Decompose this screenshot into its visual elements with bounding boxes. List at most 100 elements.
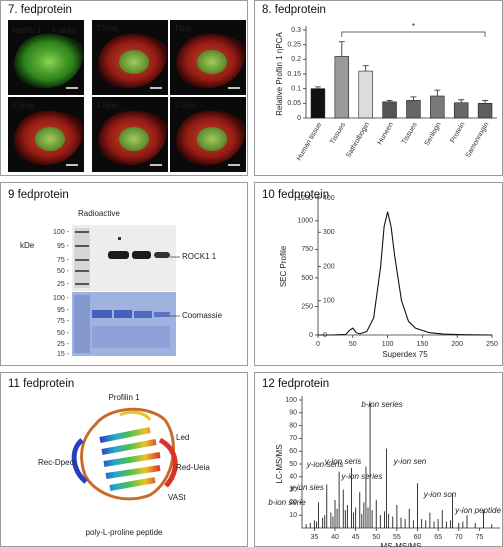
nucleus <box>35 127 65 151</box>
x-tick-label: 75 <box>475 534 483 541</box>
y2-tick-label: 300 <box>323 229 335 236</box>
helix <box>71 438 88 484</box>
panel-title: 12 fedprotein <box>262 378 329 390</box>
beta-sheet <box>99 427 161 491</box>
bar <box>310 88 326 119</box>
x-tick-label: 65 <box>434 534 442 541</box>
peak-annotation: y-ion peptide <box>454 506 501 515</box>
ladder-label: 50 - <box>57 268 70 275</box>
ladder-band <box>75 283 89 285</box>
y2-tick-label: 400 <box>323 195 335 202</box>
peak-annotation: y-ion son <box>423 490 457 499</box>
ladder-label: 75 - <box>57 257 70 264</box>
lane-label: Radioactive <box>78 209 120 218</box>
tile-label: T time <box>96 24 119 33</box>
y-axis-label: LC-MS/MS <box>275 444 284 483</box>
x-tick-label: 35 <box>310 534 318 541</box>
y-axis-label: SEC Profile <box>279 245 288 287</box>
panel-title: 11 fedprotein <box>8 378 74 390</box>
nucleus <box>197 50 227 74</box>
y-tick-label: 100 <box>285 397 297 404</box>
y-tick-label: 30 <box>289 486 297 493</box>
error-bar <box>386 100 393 102</box>
line-series <box>318 211 493 336</box>
gel-band <box>134 311 152 318</box>
y-tick-label: 750 <box>301 246 313 253</box>
significance-bracket <box>341 31 486 37</box>
ladder-label: 100 - <box>53 295 70 302</box>
y-tick-label: 80 <box>289 422 297 429</box>
bar <box>430 95 445 119</box>
x-tick-label: 55 <box>393 534 401 541</box>
ladder-band <box>75 259 89 261</box>
y-tick-label: 20 <box>289 499 297 506</box>
bar <box>334 56 350 119</box>
panel-title: 10 fedprotein <box>262 189 329 201</box>
bar <box>406 100 421 119</box>
x-tick-label: 100 <box>382 341 394 348</box>
y-tick-label: 0 <box>309 332 313 339</box>
ladder-band <box>75 231 89 233</box>
gel-band <box>114 310 132 318</box>
structure-label: Red-Ueia <box>176 463 210 472</box>
ladder-band <box>75 245 89 247</box>
bar <box>477 103 493 119</box>
ladder-label: 100 - <box>53 229 70 236</box>
x-tick-label: 60 <box>414 534 422 541</box>
x-tick-label: 50 <box>349 341 357 348</box>
panel-title: 7. fedprotein <box>8 4 72 16</box>
tile-label: Time <box>174 24 192 33</box>
ribbon-loop <box>80 407 175 501</box>
y-tick-label: 0.1 <box>291 86 301 93</box>
y-tick-label: 0.15 <box>287 71 301 78</box>
x-tick-label: 0 <box>316 341 320 348</box>
ladder-label: 95 - <box>57 307 70 314</box>
tile-label: 1 time <box>96 101 118 110</box>
band-label: ROCK1 1 <box>182 252 217 261</box>
gel-smear <box>92 326 170 348</box>
ladder-label: 75 - <box>57 318 70 325</box>
legend-entry: F-aclin <box>52 26 76 35</box>
bar <box>453 102 469 119</box>
x-tick-label: 45 <box>352 534 360 541</box>
y-tick-label: 0.05 <box>287 100 301 107</box>
ladder-label: 25 - <box>57 281 70 288</box>
helix <box>158 437 178 488</box>
y-tick-label: 250 <box>301 303 313 310</box>
ladder-label: 95 - <box>57 243 70 250</box>
y-tick-label: 90 <box>289 410 297 417</box>
y-tick-label: 60 <box>289 448 297 455</box>
peak-annotation: y-ion seris <box>306 460 343 469</box>
x-tick-label: 250 <box>486 341 498 348</box>
unit-label: kDe <box>20 241 35 250</box>
y-tick-label: 0 <box>297 115 301 122</box>
x-tick-label: 70 <box>455 534 463 541</box>
blot-mark <box>118 237 121 240</box>
y-tick-label: 0.2 <box>291 56 301 63</box>
bar <box>358 70 373 119</box>
y2-tick-label: 200 <box>323 263 335 270</box>
peak-annotation: b-ion series <box>361 400 402 409</box>
error-bar <box>410 96 417 101</box>
error-bar <box>338 41 345 57</box>
ligand-label: poly-L-proline peptide <box>86 528 163 537</box>
blot-band <box>132 251 151 259</box>
error-bar <box>362 65 369 72</box>
panel-frame <box>254 0 503 176</box>
x-tick-label: 40 <box>331 534 339 541</box>
y-tick-label: 0.25 <box>287 42 301 49</box>
structure-label: Rec-Dpecı <box>38 458 76 467</box>
x-tick-label: 200 <box>451 341 463 348</box>
error-bar <box>314 86 321 89</box>
y-tick-label: 0.3 <box>291 27 301 34</box>
panel-frame <box>254 372 503 547</box>
peak-annotation: y-ion series <box>341 472 383 481</box>
nucleus <box>119 50 149 74</box>
ladder-lane <box>74 295 90 353</box>
error-bar <box>458 99 465 103</box>
peak-annotation: b-ion serie <box>268 498 306 507</box>
y-tick-label: 70 <box>289 435 297 442</box>
y-tick-label: 50 <box>289 461 297 468</box>
x-tick-label: 150 <box>417 341 429 348</box>
